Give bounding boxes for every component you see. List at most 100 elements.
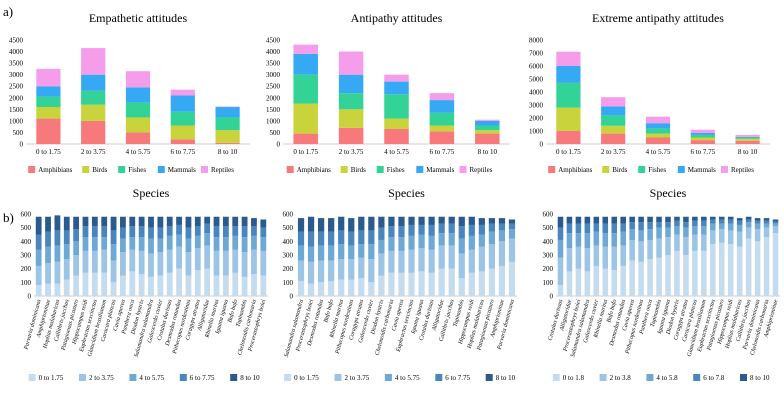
bar-segment [45, 216, 51, 232]
x-tick-label: 2 to 3.75 [81, 148, 106, 156]
chart-title: Antipathy attitudes [351, 11, 443, 25]
bar-segment [388, 250, 395, 273]
y-tick-label: 200 [283, 265, 294, 273]
bar-segment [36, 118, 61, 144]
bar-segment [110, 282, 117, 296]
bar-segment [593, 245, 600, 266]
bar-segment [35, 265, 42, 286]
legend-label: 6 to 7.75 [190, 374, 215, 382]
y-tick-label: 1000 [266, 117, 281, 125]
panel-label-b: b) [3, 210, 14, 225]
bar-segment [690, 137, 715, 141]
bar-segment [138, 250, 145, 275]
bar-segment [448, 245, 455, 269]
bar-segment [665, 255, 671, 296]
bar-segment [368, 216, 375, 231]
bar-segment [82, 250, 89, 273]
bar-segment [690, 140, 715, 144]
bar-segment [611, 246, 618, 271]
bar-segment [557, 257, 564, 286]
bar-segment [418, 224, 425, 235]
bar-segment [82, 216, 89, 227]
y-tick-label: 400 [543, 238, 554, 246]
bar-segment [185, 252, 192, 276]
bar-segment [665, 222, 671, 228]
bar-segment [317, 282, 325, 296]
bar-segment [194, 248, 201, 271]
bar-segment [584, 216, 591, 224]
legend-label: Reptiles [211, 166, 234, 174]
y-tick-label: 5000 [529, 76, 544, 84]
legend-swatch [79, 374, 86, 381]
bar-segment [428, 235, 435, 250]
bar-segment [566, 233, 573, 249]
bar-segment [763, 227, 770, 238]
y-tick-label: 1500 [266, 106, 281, 114]
bar-segment [683, 222, 689, 228]
y-tick-label: 4500 [9, 37, 24, 45]
bar-segment [556, 51, 581, 66]
bar-segment [260, 275, 267, 296]
bar-segment [317, 260, 325, 283]
y-tick-label: 4000 [529, 89, 544, 97]
bar-segment [194, 270, 201, 296]
bar-segment [185, 238, 192, 253]
y-tick-label: 0 [277, 141, 281, 149]
bar-segment [418, 216, 425, 225]
bar-segment [575, 268, 582, 296]
bar-segment [388, 272, 395, 296]
legend-swatch [334, 374, 342, 381]
bar-segment [398, 272, 405, 296]
bar-segment [508, 261, 516, 296]
legend-swatch [201, 166, 208, 173]
bar-segment [81, 48, 106, 75]
bar-segment [378, 275, 385, 296]
y-tick-label: 2500 [9, 83, 24, 91]
bar-segment [110, 230, 117, 245]
bar-segment [232, 226, 239, 236]
bar-segment [251, 249, 257, 275]
bar-segment [488, 268, 496, 296]
bar-segment [91, 250, 98, 273]
bar-segment [458, 238, 465, 254]
bar-segment [429, 112, 455, 126]
bar-segment [81, 104, 106, 121]
bar-segment [478, 224, 485, 235]
bar-segment [348, 245, 355, 260]
bar-segment [475, 119, 500, 121]
charts-container: Empathetic attitudes05001000150020002500… [9, 11, 780, 382]
bar-segment [429, 131, 455, 144]
bar-segment [293, 44, 318, 54]
bar-segment [754, 218, 761, 221]
bar-segment [629, 260, 635, 296]
bar-segment [317, 245, 325, 261]
bar-segment [120, 227, 126, 239]
legend-label: Mammals [426, 166, 454, 174]
bar-segment [645, 133, 671, 138]
bar-segment [317, 218, 325, 232]
bar-segment [73, 229, 80, 242]
bar-segment [36, 86, 61, 97]
legend-swatch [179, 374, 187, 381]
bar-segment [468, 272, 475, 296]
bar-segment [429, 125, 455, 132]
legend-swatch [384, 374, 392, 381]
x-tick-label: 0 to 1.75 [36, 148, 61, 156]
legend-swatch [286, 166, 294, 173]
bar-segment [260, 250, 267, 276]
bar-segment [215, 117, 240, 131]
bar-segment [129, 237, 136, 250]
bar-segment [556, 66, 581, 83]
bar-segment [772, 233, 779, 296]
bar-segment [683, 216, 689, 223]
bar-segment [645, 137, 671, 144]
bar-segment [251, 218, 257, 227]
y-tick-label: 0 [550, 293, 554, 301]
legend-swatch [599, 374, 607, 381]
bar-segment [81, 90, 106, 105]
bar-segment [125, 71, 151, 88]
bar-segment [148, 238, 154, 254]
bar-segment [710, 216, 716, 220]
legend-swatch [548, 166, 556, 173]
